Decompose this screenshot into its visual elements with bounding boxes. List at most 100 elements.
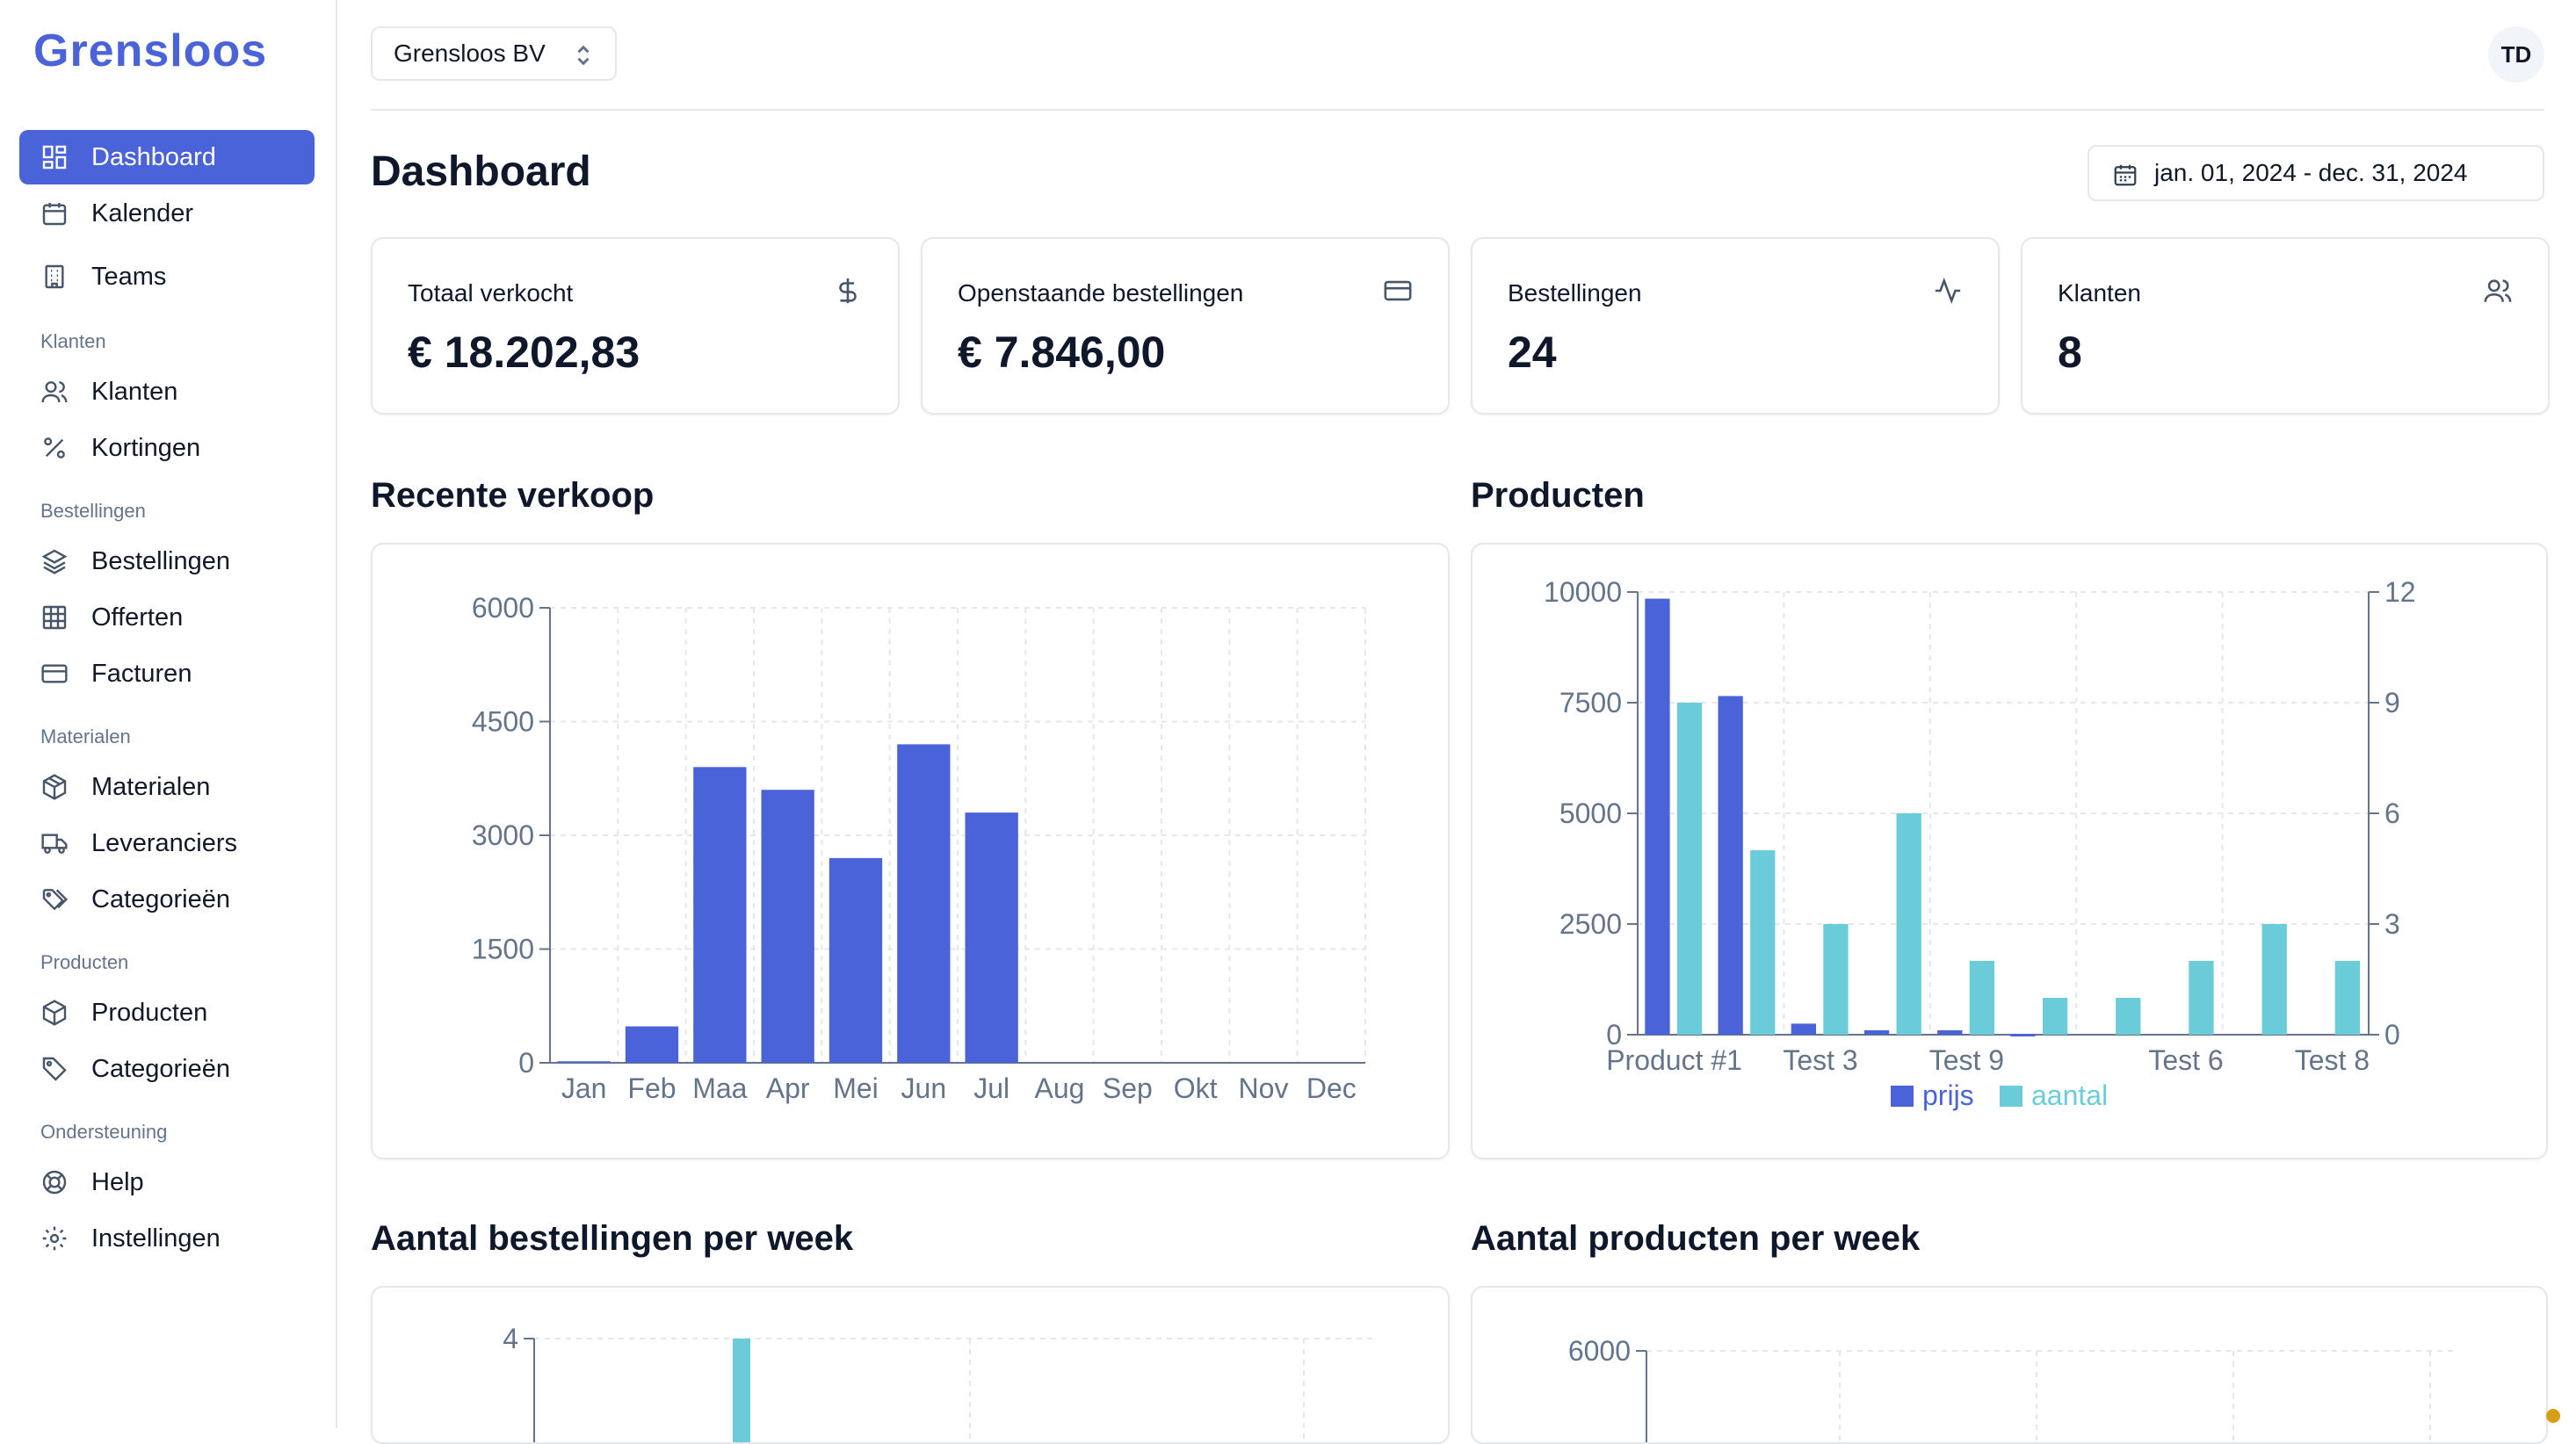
bar — [829, 857, 883, 1063]
sidebar-item-categorieen-materialen[interactable]: Categorieën — [19, 872, 315, 927]
stat-label: Bestellingen — [1508, 279, 1642, 307]
bar — [733, 1339, 750, 1442]
bar — [557, 1061, 611, 1063]
sidebar-item-producten[interactable]: Producten — [19, 986, 315, 1040]
sidebar-item-dashboard[interactable]: Dashboard — [19, 130, 315, 184]
sidebar-item-kalender[interactable]: Kalender — [19, 186, 315, 241]
products-chart: 0 2500 5000 7500 10000 0 3 6 9 12 Product #1 Test 3… — [1544, 576, 2416, 1111]
sidebar-item-offerten[interactable]: Offerten — [19, 590, 315, 645]
x-tick-label: Test 3 — [1783, 1044, 1857, 1076]
x-tick-label: Test 8 — [2295, 1044, 2370, 1076]
y-left-tick-label: 10000 — [1544, 576, 1622, 608]
y-tick-label: 6000 — [1568, 1335, 1631, 1367]
products-per-week-chart: 6000 — [1568, 1335, 2458, 1442]
x-tick-label: Jul — [973, 1072, 1009, 1104]
stat-card-totaal-verkocht: Totaal verkocht € 18.202,83 — [371, 237, 900, 415]
bar-aantal — [1896, 813, 1921, 1035]
stat-label: Klanten — [2058, 279, 2141, 307]
y-left-tick-label: 7500 — [1559, 687, 1622, 718]
section-title-producten: Producten — [1471, 476, 1645, 515]
legend-swatch-prijs — [1891, 1086, 1914, 1107]
chevrons-up-down-icon — [577, 45, 590, 66]
sidebar-item-materialen[interactable]: Materialen — [19, 760, 315, 814]
stat-card-openstaande-bestellingen: Openstaande bestellingen € 7.846,00 — [921, 237, 1450, 415]
sidebar-item-instellingen[interactable]: Instellingen — [19, 1211, 315, 1266]
x-tick-label: Apr — [766, 1072, 810, 1104]
sidebar-item-label: Categorieën — [91, 884, 230, 913]
y-right-tick-label: 12 — [2384, 576, 2416, 608]
sidebar-item-label: Offerten — [91, 603, 184, 632]
x-tick-label: Aug — [1035, 1072, 1085, 1104]
y-tick-label: 0 — [518, 1047, 534, 1079]
users-icon — [2484, 279, 2512, 302]
bar-prijs — [1791, 1023, 1817, 1035]
sidebar-item-help[interactable]: Help — [19, 1155, 315, 1209]
sidebar-item-kortingen[interactable]: Kortingen — [19, 421, 315, 475]
bar — [965, 812, 1018, 1063]
section-title-bestellingen-per-week: Aantal bestellingen per week — [371, 1219, 854, 1258]
y-right-tick-label: 0 — [2384, 1019, 2400, 1051]
bar-prijs — [1863, 1029, 1890, 1035]
sidebar-item-klanten[interactable]: Klanten — [19, 365, 315, 419]
header-divider — [371, 109, 2544, 111]
sidebar-item-label: Kalender — [91, 199, 194, 227]
y-left-tick-label: 5000 — [1559, 798, 1622, 829]
date-range-value: jan. 01, 2024 - dec. 31, 2024 — [2154, 159, 2468, 186]
bar — [897, 744, 951, 1063]
recent-sales-chart: 0 1500 3000 4500 6000 Jan Feb Maa Apr Mei Jun Jul Au… — [472, 592, 1366, 1104]
bar-aantal — [2334, 961, 2361, 1035]
calendar-icon — [2114, 164, 2137, 186]
organization-select[interactable]: Grensloos BV — [371, 26, 617, 81]
sidebar-item-label: Instellingen — [91, 1224, 221, 1253]
bar-prijs — [1718, 696, 1743, 1035]
x-tick-label: Test 6 — [2148, 1044, 2223, 1076]
sidebar-item-label: Materialen — [91, 772, 211, 801]
stat-card-klanten: Klanten 8 — [2021, 237, 2550, 415]
chart-card-producten-per-week: 6000 — [1471, 1286, 2548, 1444]
sidebar-item-label: Leveranciers — [91, 828, 238, 857]
y-right-tick-label: 6 — [2384, 798, 2400, 829]
legend-label-prijs: prijs — [1922, 1079, 1974, 1111]
y-tick-label: 6000 — [472, 592, 534, 624]
credit-card-icon — [41, 664, 68, 683]
x-tick-label: Jan — [561, 1072, 607, 1104]
y-left-tick-label: 0 — [1606, 1019, 1622, 1051]
nav-section-materialen: Materialen — [40, 726, 131, 747]
orders-per-week-chart: 4 — [503, 1323, 1378, 1442]
sidebar-item-categorieen-producten[interactable]: Categorieën — [19, 1042, 315, 1096]
y-right-tick-label: 3 — [2384, 908, 2400, 940]
bar-aantal — [2116, 998, 2141, 1035]
bar-aantal — [2189, 961, 2214, 1035]
sidebar: Grensloos Dashboard Kalender Teams Klant… — [0, 0, 337, 1428]
sidebar-item-leveranciers[interactable]: Leveranciers — [19, 816, 315, 870]
sidebar-item-label: Bestellingen — [91, 546, 230, 575]
legend-swatch-aantal — [2000, 1086, 2022, 1107]
stat-label: Totaal verkocht — [408, 279, 574, 307]
stat-card-bestellingen: Bestellingen 24 — [1471, 237, 2000, 415]
x-tick-label: Mei — [833, 1072, 879, 1104]
sidebar-item-teams[interactable]: Teams — [19, 249, 315, 304]
x-tick-label: Nov — [1239, 1072, 1289, 1104]
tag-icon — [42, 1057, 67, 1081]
sidebar-item-label: Dashboard — [91, 142, 216, 171]
sidebar-item-bestellingen[interactable]: Bestellingen — [19, 534, 315, 588]
nav-section-klanten: Klanten — [40, 330, 106, 352]
brand-logo[interactable]: Grensloos — [33, 25, 268, 76]
date-range-picker[interactable]: jan. 01, 2024 - dec. 31, 2024 — [2088, 145, 2544, 201]
stat-value: 8 — [2058, 328, 2082, 377]
bar-prijs — [2010, 1033, 2036, 1036]
truck-icon — [41, 834, 68, 854]
section-title-producten-per-week: Aantal producten per week — [1471, 1219, 1921, 1258]
sidebar-item-label: Facturen — [91, 659, 192, 688]
dollar-icon — [839, 278, 857, 304]
sidebar-item-label: Kortingen — [91, 433, 201, 462]
x-tick-label: Jun — [901, 1072, 947, 1104]
y-left-tick-label: 2500 — [1559, 908, 1622, 940]
y-tick-label: 4 — [503, 1323, 518, 1354]
x-tick-label: Okt — [1174, 1072, 1218, 1104]
x-tick-label: Sep — [1103, 1072, 1153, 1104]
users-icon — [41, 381, 68, 403]
sidebar-item-facturen[interactable]: Facturen — [19, 646, 315, 701]
x-tick-label: Maa — [692, 1072, 747, 1104]
user-avatar[interactable]: TD — [2488, 26, 2544, 83]
